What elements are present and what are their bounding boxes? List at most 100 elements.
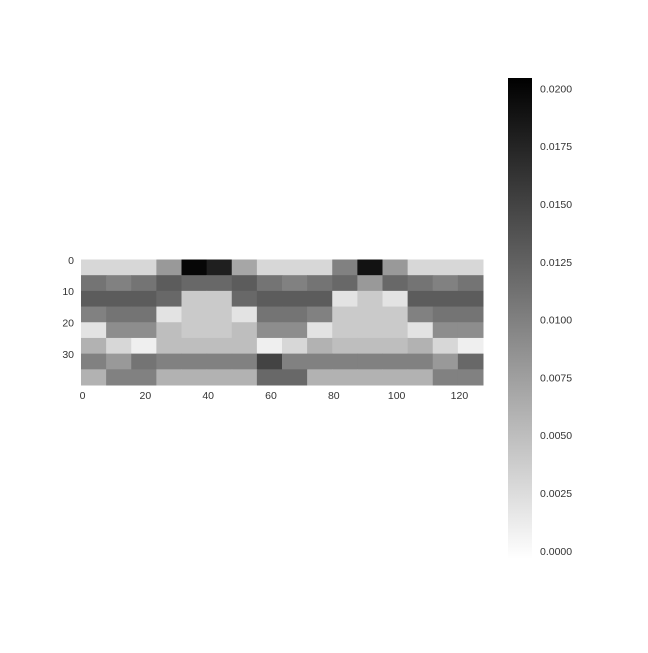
heatmap-cell — [81, 275, 107, 292]
heatmap-cell — [106, 353, 132, 370]
y-tick-label: 30 — [62, 349, 74, 361]
heatmap-cell — [457, 259, 484, 276]
colorbar-tick-label: 0.0000 — [540, 546, 572, 558]
heatmap-cell — [131, 275, 157, 292]
heatmap-cell — [307, 290, 333, 308]
heatmap-cell — [457, 322, 484, 339]
colorbar-tick-label: 0.0050 — [540, 430, 572, 442]
heatmap-cell — [282, 337, 308, 355]
heatmap-cell — [131, 306, 157, 323]
heatmap-cell — [131, 290, 157, 308]
heatmap-cell — [307, 275, 333, 292]
heatmap-cell — [407, 322, 434, 339]
x-tick-label: 0 — [80, 390, 86, 402]
heatmap-cell — [231, 306, 258, 323]
heatmap-cell — [156, 275, 182, 292]
heatmap-cell — [357, 306, 383, 323]
heatmap-cell — [256, 322, 283, 339]
heatmap-cell — [81, 290, 107, 308]
heatmap-cell — [231, 275, 258, 292]
heatmap-cell — [332, 322, 358, 339]
heatmap-cell — [382, 275, 409, 292]
y-tick-label: 20 — [62, 318, 74, 330]
heatmap-cell — [407, 353, 434, 370]
heatmap-cell — [156, 259, 182, 276]
x-tick-label: 100 — [388, 390, 406, 402]
x-tick-label: 80 — [328, 390, 340, 402]
heatmap-cell — [206, 306, 233, 323]
heatmap-cell — [407, 369, 434, 386]
heatmap-cell — [106, 337, 132, 355]
heatmap-cell — [156, 322, 182, 339]
x-tick-label: 20 — [140, 390, 152, 402]
heatmap-cell — [131, 369, 157, 386]
heatmap-cell — [156, 369, 182, 386]
heatmap-cell — [307, 259, 333, 276]
heatmap-cell — [407, 259, 434, 276]
heatmap-cell — [206, 275, 233, 292]
heatmap-cell — [156, 337, 182, 355]
heatmap-cell — [81, 306, 107, 323]
heatmap-cell — [256, 353, 283, 370]
heatmap-cell — [106, 322, 132, 339]
heatmap-cell — [231, 337, 258, 355]
heatmap-cell — [156, 306, 182, 323]
heatmap-cell — [407, 275, 434, 292]
heatmap-cell — [332, 275, 358, 292]
heatmap-cell — [282, 275, 308, 292]
heatmap-cell — [181, 322, 208, 339]
heatmap-cell — [106, 290, 132, 308]
heatmap-cell — [131, 353, 157, 370]
heatmap-cell — [332, 353, 358, 370]
heatmap-cell — [156, 353, 182, 370]
heatmap-cell — [357, 290, 383, 308]
colorbar-tick-label: 0.0150 — [540, 199, 572, 211]
heatmap-cell — [332, 259, 358, 276]
x-tick-label: 60 — [265, 390, 277, 402]
heatmap-cell — [357, 337, 383, 355]
heatmap-cell — [131, 259, 157, 276]
heatmap-cell — [432, 259, 459, 276]
heatmap-cell — [256, 369, 283, 386]
heatmap-cell — [307, 353, 333, 370]
heatmap-cell — [282, 290, 308, 308]
heatmap-cell — [181, 369, 208, 386]
heatmap-cell — [457, 275, 484, 292]
heatmap-cell — [206, 290, 233, 308]
heatmap-cell — [432, 337, 459, 355]
heatmap-cell — [432, 353, 459, 370]
heatmap-cell — [181, 337, 208, 355]
heatmap-cell — [282, 322, 308, 339]
x-tick-label: 120 — [451, 390, 469, 402]
heatmap-cell — [181, 353, 208, 370]
heatmap-cell — [382, 353, 409, 370]
heatmap-cell — [256, 337, 283, 355]
heatmap-cell — [181, 275, 208, 292]
heatmap-cell — [432, 275, 459, 292]
heatmap-cell — [106, 275, 132, 292]
heatmap-cell — [206, 353, 233, 370]
heatmap-cell — [307, 337, 333, 355]
heatmap-cell — [382, 322, 409, 339]
heatmap-cell — [131, 337, 157, 355]
heatmap-cell — [81, 259, 107, 276]
heatmap-cell — [407, 337, 434, 355]
heatmap-cell — [282, 306, 308, 323]
heatmap-cell — [181, 306, 208, 323]
heatmap-cell — [307, 306, 333, 323]
heatmap-cell — [357, 322, 383, 339]
colorbar-tick-label: 0.0075 — [540, 372, 572, 384]
heatmap-cell — [457, 337, 484, 355]
x-tick-label: 40 — [202, 390, 214, 402]
heatmap-cell — [307, 322, 333, 339]
heatmap-cell — [357, 369, 383, 386]
heatmap-cell — [256, 290, 283, 308]
heatmap-cell — [256, 306, 283, 323]
colorbar — [508, 78, 532, 559]
heatmap-cell — [382, 306, 409, 323]
heatmap-cell — [382, 259, 409, 276]
heatmap-cell — [407, 306, 434, 323]
heatmap-cell — [231, 369, 258, 386]
heatmap-cell — [332, 290, 358, 308]
heatmap-cell — [106, 306, 132, 323]
